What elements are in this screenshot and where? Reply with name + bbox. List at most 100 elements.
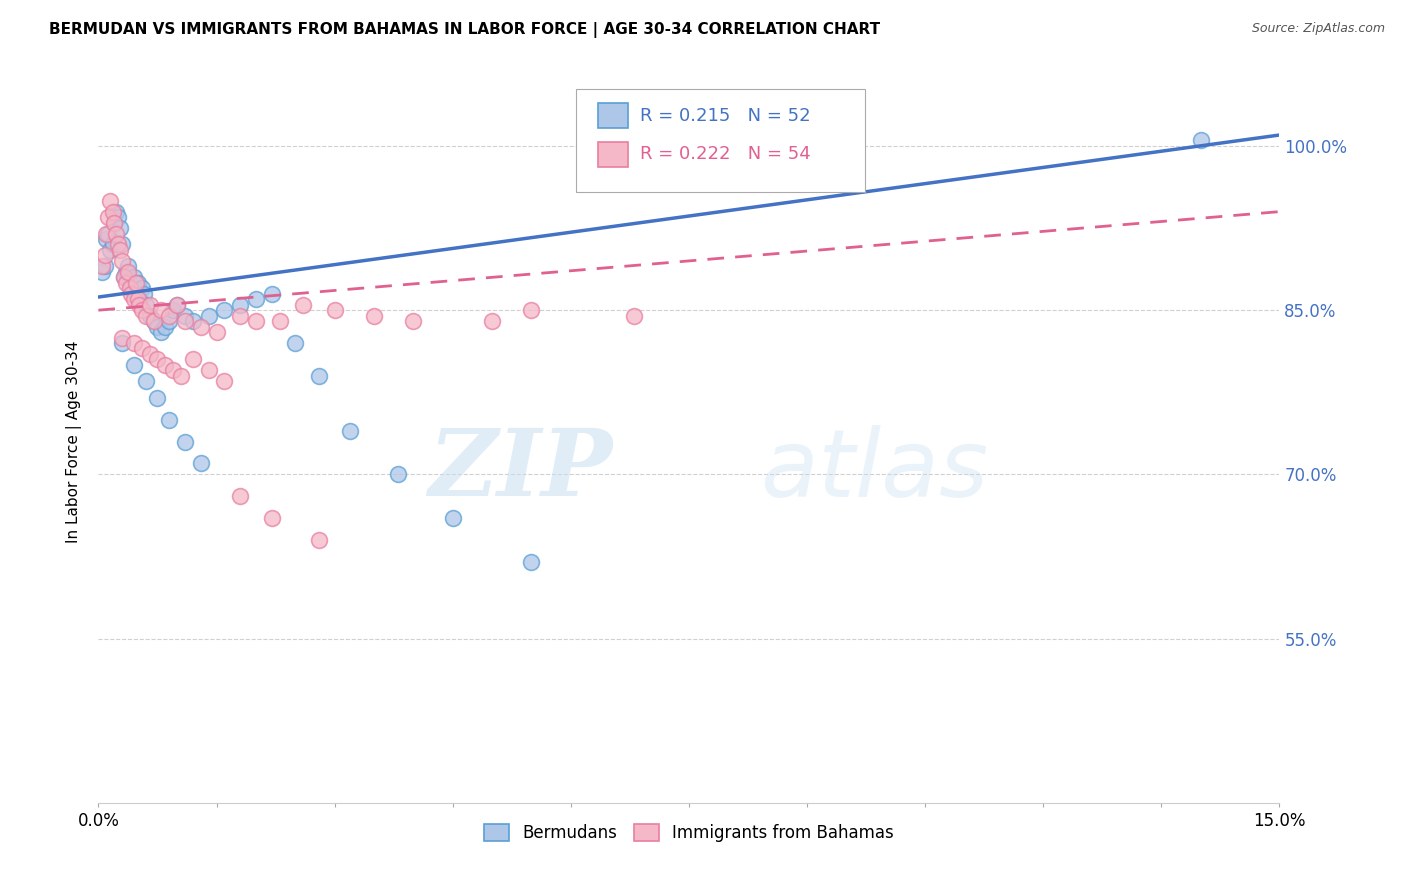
Point	[181, 314, 204, 328]
Point	[107, 210, 129, 224]
Point	[170, 368, 193, 383]
Point	[339, 424, 361, 438]
Point	[132, 286, 155, 301]
Point	[481, 314, 503, 328]
Point	[292, 298, 315, 312]
Point	[96, 232, 118, 246]
Point	[520, 555, 543, 569]
Point	[162, 363, 184, 377]
Point	[128, 292, 150, 306]
Point	[323, 303, 346, 318]
Point	[101, 204, 124, 219]
Point	[269, 314, 291, 328]
Point	[155, 319, 177, 334]
Point	[146, 391, 169, 405]
Point	[197, 309, 219, 323]
Point	[387, 467, 409, 482]
Point	[131, 281, 153, 295]
Point	[97, 210, 120, 224]
Point	[122, 270, 145, 285]
Point	[162, 303, 184, 318]
Point	[98, 194, 121, 208]
Point	[135, 309, 157, 323]
Point	[214, 374, 236, 388]
Point	[107, 237, 129, 252]
Point	[214, 303, 236, 318]
Point	[623, 309, 645, 323]
Point	[112, 270, 135, 285]
Point	[128, 298, 150, 312]
Text: Source: ZipAtlas.com: Source: ZipAtlas.com	[1251, 22, 1385, 36]
Point	[127, 276, 149, 290]
Point	[150, 303, 173, 318]
Point	[91, 265, 114, 279]
Point	[131, 303, 153, 318]
Point	[157, 314, 180, 328]
Point	[118, 276, 141, 290]
Point	[104, 204, 127, 219]
Point	[157, 309, 180, 323]
Point	[125, 276, 148, 290]
Point	[441, 511, 464, 525]
Point	[181, 352, 204, 367]
Point	[103, 216, 125, 230]
Point	[117, 265, 139, 279]
Point	[93, 260, 115, 274]
Point	[308, 533, 330, 547]
Point	[101, 237, 124, 252]
Point	[197, 363, 219, 377]
Point	[155, 358, 177, 372]
Point	[111, 330, 134, 344]
Point	[138, 298, 160, 312]
Point	[245, 292, 267, 306]
Point	[229, 489, 252, 503]
Legend: Bermudans, Immigrants from Bahamas: Bermudans, Immigrants from Bahamas	[477, 817, 901, 848]
Point	[118, 281, 141, 295]
Point	[166, 298, 188, 312]
Point	[115, 265, 138, 279]
Point	[520, 303, 543, 318]
Point	[122, 358, 145, 372]
Point	[135, 374, 157, 388]
Point	[205, 325, 228, 339]
Point	[402, 314, 425, 328]
Point	[363, 309, 385, 323]
Point	[245, 314, 267, 328]
Point	[111, 253, 134, 268]
Text: ZIP: ZIP	[427, 425, 612, 516]
Point	[91, 260, 114, 274]
Point	[260, 286, 283, 301]
Text: R = 0.215   N = 52: R = 0.215 N = 52	[640, 107, 810, 125]
Point	[127, 292, 149, 306]
Point	[142, 314, 165, 328]
Text: R = 0.222   N = 54: R = 0.222 N = 54	[640, 145, 810, 163]
Point	[146, 352, 169, 367]
Point	[93, 248, 115, 262]
Point	[111, 336, 134, 351]
Point	[166, 298, 188, 312]
Point	[125, 286, 148, 301]
Point	[121, 286, 143, 301]
Point	[174, 309, 197, 323]
Point	[260, 511, 283, 525]
Point	[146, 319, 169, 334]
Text: BERMUDAN VS IMMIGRANTS FROM BAHAMAS IN LABOR FORCE | AGE 30-34 CORRELATION CHART: BERMUDAN VS IMMIGRANTS FROM BAHAMAS IN L…	[49, 22, 880, 38]
Point	[308, 368, 330, 383]
Point	[131, 342, 153, 356]
Point	[138, 347, 160, 361]
Point	[115, 276, 138, 290]
Point	[142, 314, 165, 328]
Point	[112, 270, 135, 285]
Point	[122, 292, 145, 306]
Point	[135, 298, 157, 312]
Point	[284, 336, 307, 351]
Point	[111, 237, 134, 252]
Point	[157, 412, 180, 426]
Y-axis label: In Labor Force | Age 30-34: In Labor Force | Age 30-34	[66, 340, 83, 543]
Point	[110, 221, 132, 235]
Point	[117, 260, 139, 274]
Point	[229, 309, 252, 323]
Point	[110, 243, 132, 257]
Point	[174, 314, 197, 328]
Point	[174, 434, 197, 449]
